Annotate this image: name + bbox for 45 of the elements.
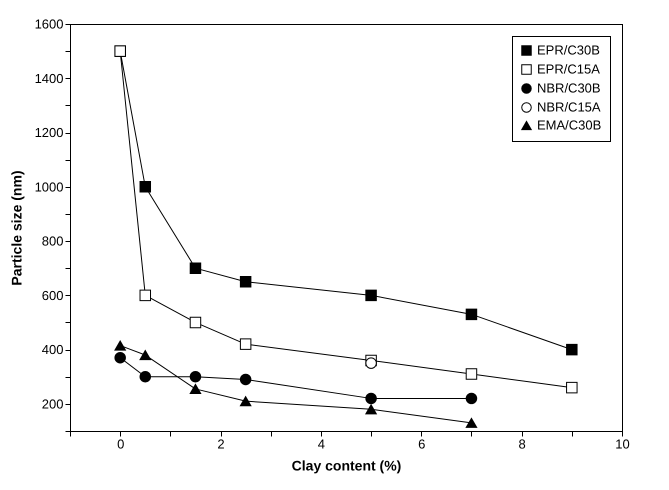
legend-label: NBR/C30B: [537, 80, 601, 96]
point: [190, 371, 202, 382]
y-axis-title: Particle size (nm): [8, 170, 25, 286]
x-tick-label: 4: [318, 436, 326, 452]
x-axis-title: Clay content (%): [292, 458, 402, 474]
y-tick-label: 200: [42, 396, 64, 412]
point: [114, 352, 126, 364]
x-tick-label: 10: [615, 436, 630, 452]
point: [190, 316, 202, 328]
y-tick-label: 400: [42, 342, 64, 358]
point: [566, 382, 578, 394]
x-tick-label: 8: [518, 436, 526, 452]
y-tick-label: 1200: [34, 125, 64, 140]
point: [365, 404, 377, 414]
y-tick-label: 1600: [34, 16, 64, 32]
y-tick-label: 1000: [34, 179, 64, 194]
y-tick-label: 600: [42, 288, 64, 303]
legend-label: EPR/C30B: [537, 42, 600, 58]
point: [240, 374, 252, 386]
y-tick-label: 800: [42, 234, 64, 249]
point: [114, 340, 126, 351]
point: [140, 371, 152, 382]
legend-label: NBR/C15A: [537, 100, 601, 114]
point: [365, 392, 377, 404]
point: [240, 338, 252, 350]
point: [566, 344, 578, 356]
point: [240, 396, 252, 406]
x-tick-label: 2: [217, 436, 225, 452]
point: [140, 290, 152, 302]
point: [190, 262, 202, 274]
point: [240, 276, 252, 288]
point: [140, 350, 152, 360]
point: [466, 368, 478, 380]
x-tick-label: 0: [117, 436, 124, 452]
x-tick-label: 6: [418, 436, 426, 452]
y-tick-label: 1400: [34, 70, 64, 86]
point: [466, 308, 478, 320]
point: [140, 181, 152, 193]
point: [365, 357, 377, 369]
point: [466, 418, 478, 428]
legend-label: EMA/C30B: [537, 118, 602, 132]
point: [466, 392, 478, 404]
legend-label: EPR/C15A: [537, 62, 600, 76]
point: [365, 290, 377, 302]
point: [190, 384, 202, 394]
